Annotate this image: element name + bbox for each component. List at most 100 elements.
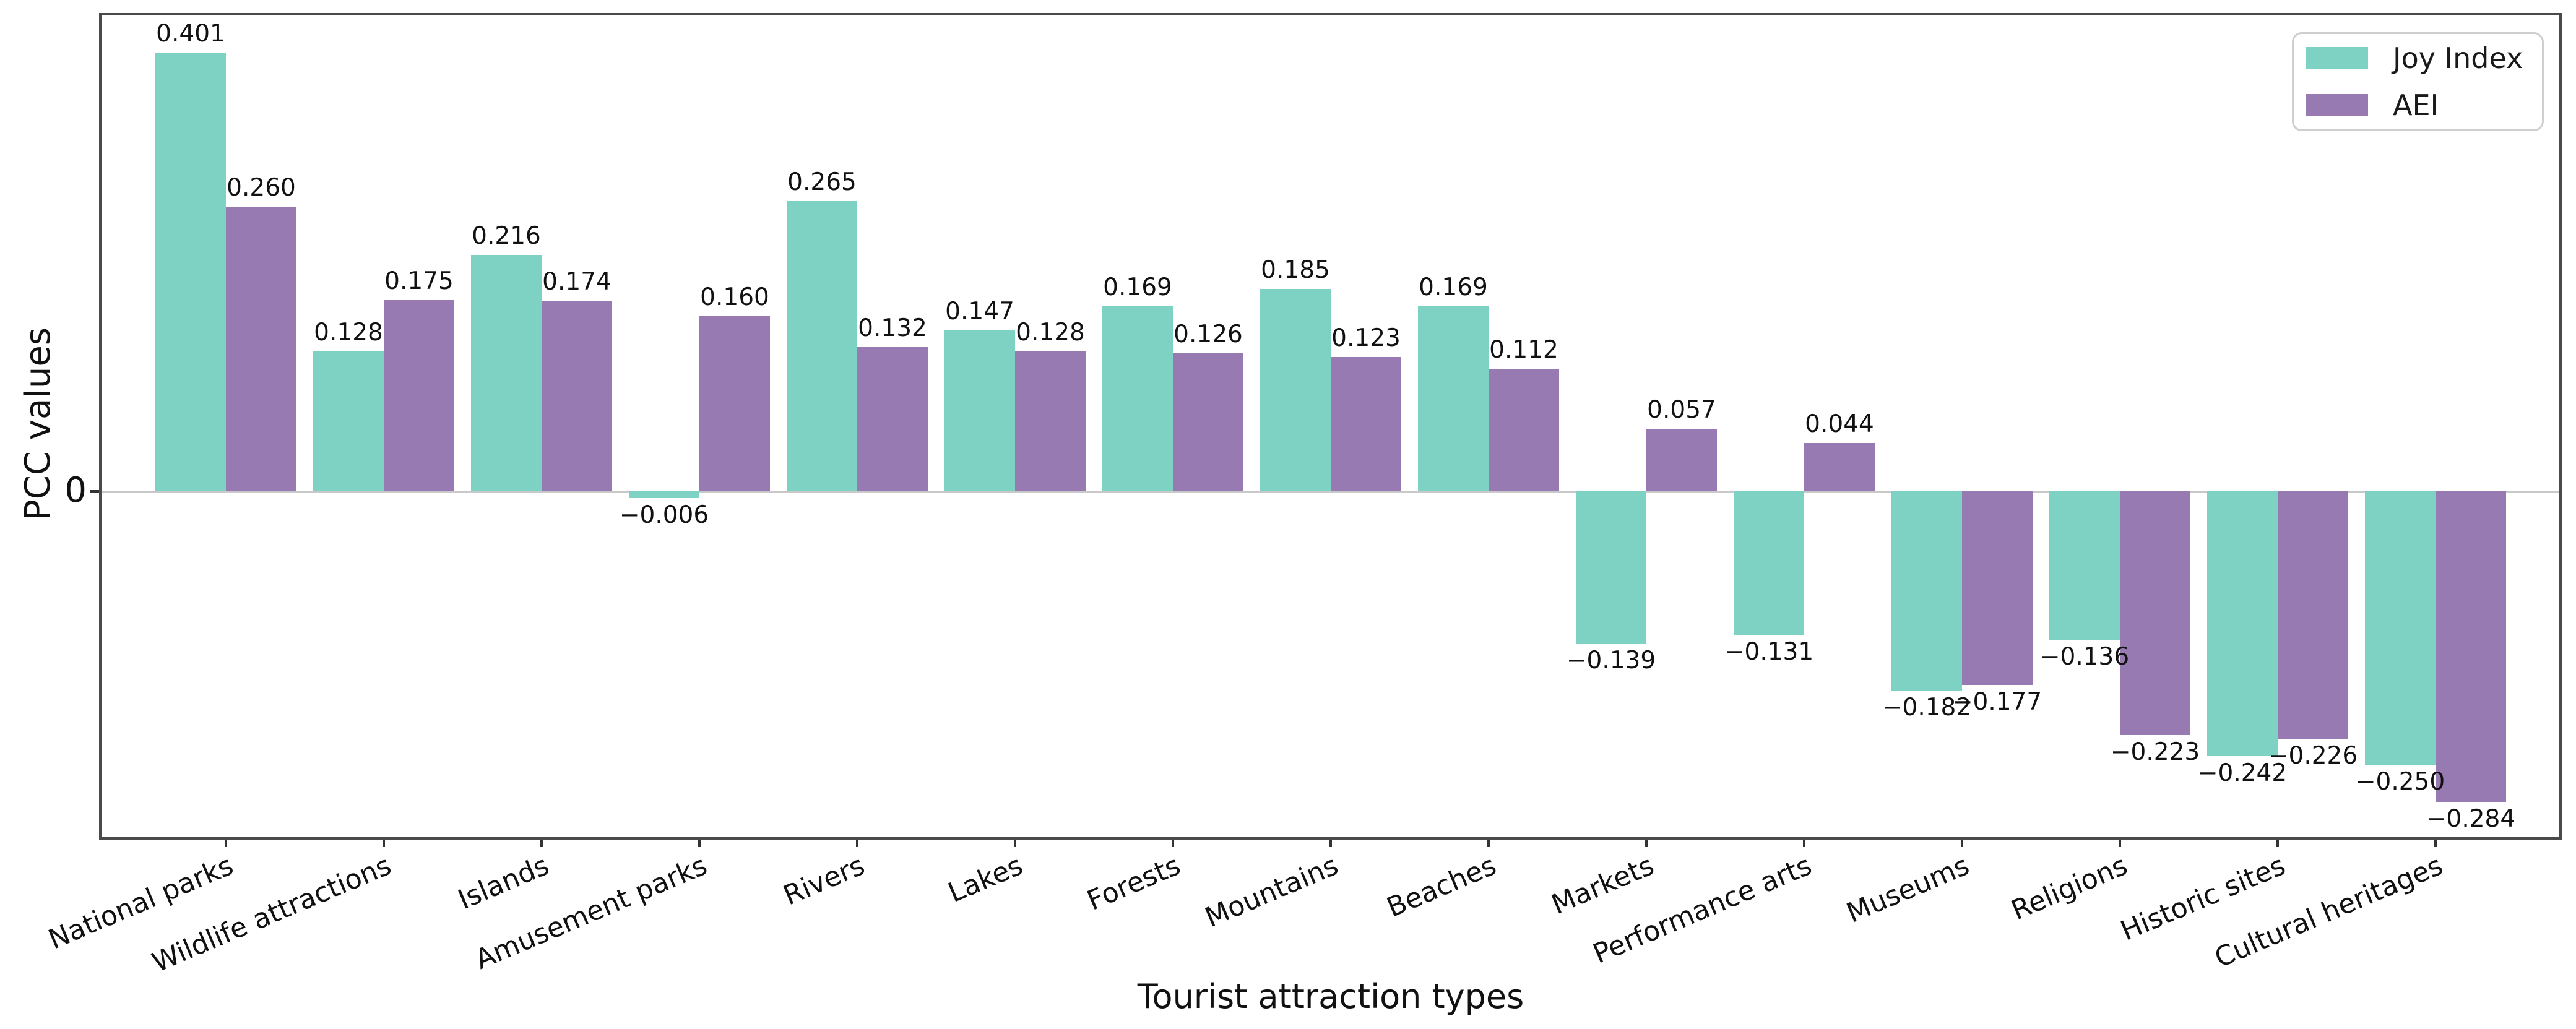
bar-joy-index bbox=[787, 201, 857, 491]
x-tick bbox=[1172, 840, 1174, 847]
x-tick-label: Religions bbox=[2007, 850, 2132, 927]
bar-value-label: −0.223 bbox=[2110, 738, 2200, 766]
bar-value-label: −0.136 bbox=[2039, 643, 2130, 671]
bar-joy-index bbox=[1102, 306, 1173, 491]
bar-value-label: 0.401 bbox=[156, 20, 225, 48]
axis-spine-bottom bbox=[99, 837, 2562, 840]
x-tick bbox=[1487, 840, 1490, 847]
bar-aei bbox=[1015, 351, 1086, 491]
x-tick bbox=[698, 840, 701, 847]
y-tick-label-zero: 0 bbox=[64, 470, 87, 510]
bar-joy-index bbox=[1891, 491, 1962, 691]
legend-row-joy-index: Joy Index bbox=[2306, 43, 2542, 74]
bar-value-label: 0.175 bbox=[384, 267, 454, 295]
x-tick-label: Lakes bbox=[943, 850, 1027, 910]
bar-aei bbox=[2278, 491, 2348, 739]
x-tick-label: Islands bbox=[454, 850, 554, 916]
bar-value-label: 0.260 bbox=[227, 174, 296, 202]
x-tick bbox=[383, 840, 385, 847]
x-tick-label: Museums bbox=[1842, 850, 1974, 929]
y-axis-title: PCC values bbox=[18, 327, 58, 520]
bar-joy-index bbox=[1260, 289, 1331, 491]
bar-joy-index bbox=[1418, 306, 1489, 491]
legend-swatch-joy-index bbox=[2306, 47, 2368, 69]
x-tick-label: Beaches bbox=[1382, 850, 1501, 924]
x-tick bbox=[1329, 840, 1332, 847]
bar-value-label: 0.128 bbox=[314, 319, 383, 347]
bar-aei bbox=[2436, 491, 2506, 802]
bar-joy-index bbox=[2049, 491, 2120, 640]
axis-spine-top bbox=[99, 13, 2562, 15]
bar-value-label: 0.216 bbox=[472, 222, 541, 250]
y-axis-zero-tick bbox=[90, 490, 99, 493]
bar-value-label: 0.044 bbox=[1805, 410, 1874, 438]
x-tick bbox=[225, 840, 227, 847]
x-tick bbox=[540, 840, 543, 847]
x-tick bbox=[1961, 840, 1963, 847]
bar-value-label: 0.174 bbox=[542, 268, 612, 296]
bar-aei bbox=[1331, 357, 1401, 491]
x-tick-label: Mountains bbox=[1200, 850, 1343, 934]
legend-row-aei: AEI bbox=[2306, 90, 2542, 121]
axis-spine-right bbox=[2559, 13, 2562, 840]
x-tick bbox=[2276, 840, 2279, 847]
bar-aei bbox=[857, 347, 928, 491]
x-tick bbox=[1645, 840, 1648, 847]
bar-value-label: −0.226 bbox=[2268, 742, 2358, 770]
bar-aei bbox=[226, 207, 296, 491]
legend-label-aei: AEI bbox=[2393, 88, 2439, 122]
legend: Joy Index AEI bbox=[2292, 32, 2544, 131]
bar-value-label: −0.177 bbox=[1952, 688, 2042, 716]
bar-value-label: 0.132 bbox=[858, 314, 927, 342]
x-axis-title: Tourist attraction types bbox=[1137, 977, 1524, 1016]
axis-spine-left bbox=[99, 13, 102, 840]
x-tick-label: Forests bbox=[1083, 850, 1185, 917]
bar-joy-index bbox=[1576, 491, 1646, 644]
x-tick bbox=[1014, 840, 1016, 847]
bar-value-label: −0.131 bbox=[1724, 638, 1814, 666]
bar-value-label: −0.139 bbox=[1566, 647, 1656, 674]
bar-value-label: 0.169 bbox=[1103, 273, 1172, 301]
bar-value-label: 0.160 bbox=[700, 283, 769, 311]
bar-value-label: 0.123 bbox=[1331, 324, 1401, 352]
bar-value-label: 0.147 bbox=[945, 298, 1014, 325]
bar-value-label: 0.265 bbox=[787, 168, 857, 196]
bar-value-label: −0.242 bbox=[2197, 759, 2288, 787]
bar-aei bbox=[1962, 491, 2033, 685]
bar-aei bbox=[1646, 429, 1717, 491]
bar-aei bbox=[1173, 353, 1243, 491]
bar-joy-index bbox=[2365, 491, 2436, 765]
bar-aei bbox=[2120, 491, 2190, 735]
bar-aei bbox=[384, 300, 454, 491]
bar-value-label: −0.250 bbox=[2355, 768, 2445, 796]
x-tick-label: Markets bbox=[1547, 850, 1659, 921]
x-tick bbox=[1803, 840, 1805, 847]
bar-aei bbox=[1489, 369, 1559, 491]
bar-joy-index bbox=[2207, 491, 2278, 756]
zero-gridline bbox=[102, 491, 2559, 493]
bar-joy-index bbox=[629, 491, 699, 498]
bar-aei bbox=[1804, 443, 1875, 491]
bar-value-label: −0.284 bbox=[2426, 805, 2516, 833]
bar-joy-index bbox=[1734, 491, 1804, 635]
bar-value-label: 0.057 bbox=[1647, 396, 1716, 424]
x-tick bbox=[2119, 840, 2121, 847]
bar-aei bbox=[542, 301, 612, 491]
legend-swatch-aei bbox=[2306, 94, 2368, 116]
bar-value-label: 0.126 bbox=[1173, 321, 1243, 348]
bar-joy-index bbox=[155, 53, 226, 491]
bar-joy-index bbox=[313, 351, 384, 491]
legend-label-joy-index: Joy Index bbox=[2393, 41, 2523, 75]
x-tick bbox=[2434, 840, 2437, 847]
bar-joy-index bbox=[944, 330, 1015, 491]
x-tick bbox=[856, 840, 858, 847]
x-tick-label: Rivers bbox=[779, 850, 870, 912]
bar-joy-index bbox=[471, 255, 542, 491]
bar-aei bbox=[699, 316, 770, 491]
bar-value-label: 0.128 bbox=[1016, 319, 1085, 347]
bar-value-label: −0.182 bbox=[1882, 694, 1972, 721]
bar-value-label: −0.006 bbox=[619, 501, 709, 529]
bar-value-label: 0.185 bbox=[1261, 256, 1330, 284]
bar-value-label: 0.112 bbox=[1489, 336, 1558, 364]
